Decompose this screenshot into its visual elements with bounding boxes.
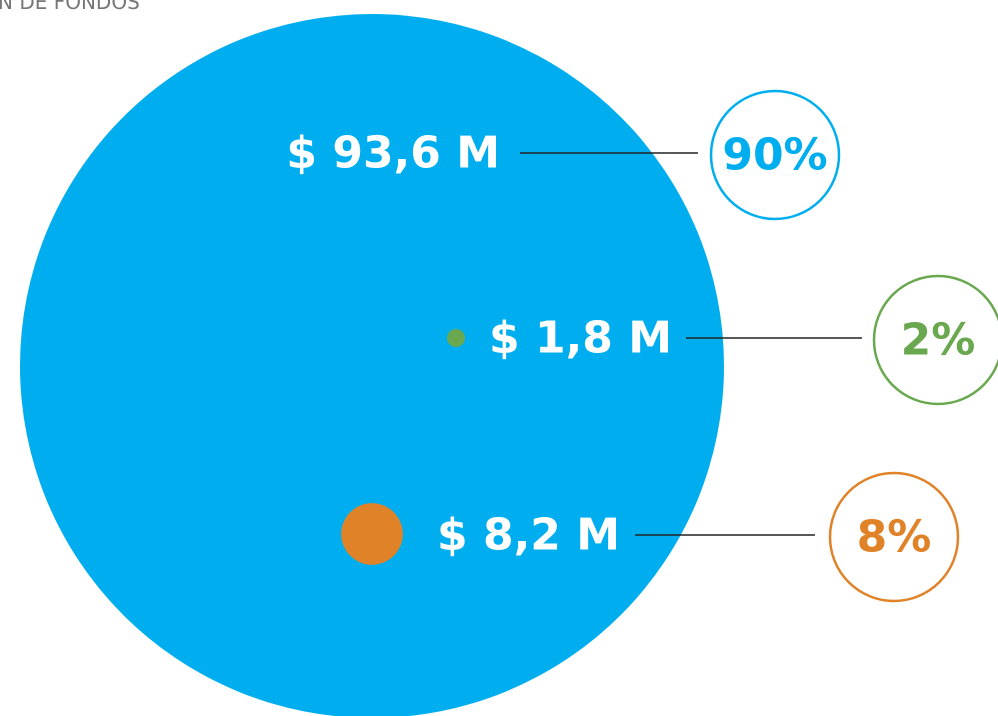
percent-badge xyxy=(828,471,960,603)
bubble xyxy=(341,503,403,565)
bubble xyxy=(20,14,724,716)
value-label: $ 8,2 M xyxy=(437,510,620,561)
value-label: $ 1,8 M xyxy=(489,313,672,364)
percent-badge xyxy=(872,274,998,406)
percent-label: 90% xyxy=(722,130,827,181)
percent-badge xyxy=(709,89,841,221)
percent-label: 8% xyxy=(857,512,932,563)
bubble xyxy=(447,329,465,347)
value-label: $ 93,6 M xyxy=(286,128,500,179)
chart-title: N DE FONDOS xyxy=(0,0,140,14)
percent-label: 2% xyxy=(901,315,976,366)
